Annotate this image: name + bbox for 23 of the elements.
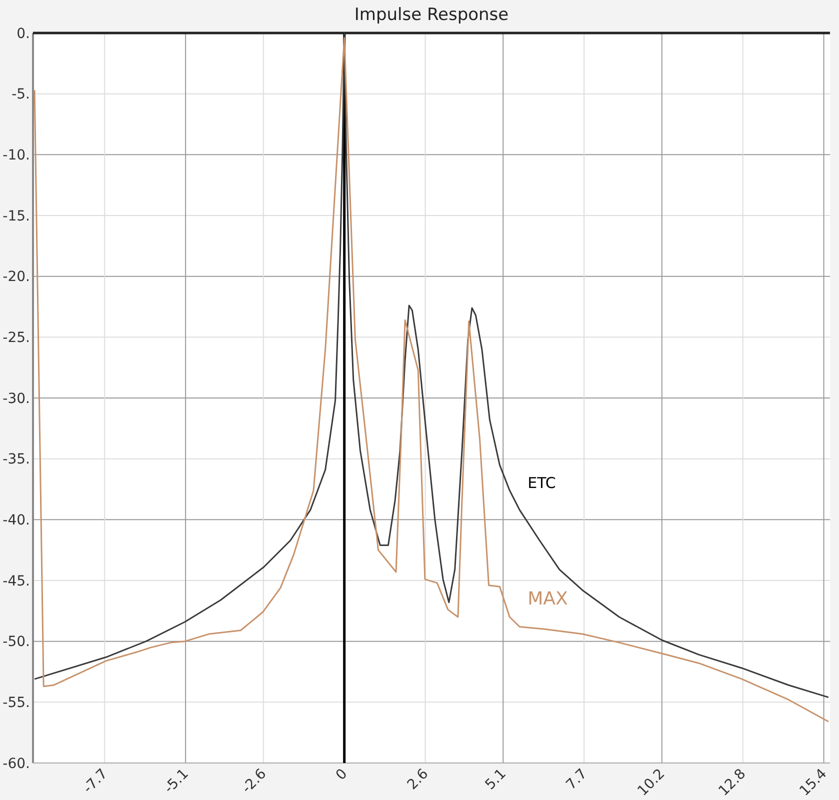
y-tick-label: -25. [2,330,30,346]
x-tick-label: -7.7 [80,766,111,797]
x-tick-label: 2.6 [404,766,432,794]
y-tick-label: 0. [16,26,30,42]
y-tick-label: -45. [2,573,30,590]
x-tick-label: 7.7 [563,766,590,794]
series-label: MAX [528,588,568,610]
y-tick-label: -30. [2,390,30,407]
y-tick-label: -15. [2,208,30,224]
y-tick-label: -60. [2,756,30,772]
x-tick-label: -5.1 [161,766,192,797]
y-tick-label: -50. [2,634,30,650]
y-tick-label: -55. [2,695,30,712]
series-label: ETC [528,474,556,492]
x-tick-label: 5.1 [482,766,510,794]
y-tick-label: -5. [12,86,30,103]
x-tick-label: -2.6 [239,766,270,797]
y-tick-label: -10. [2,148,30,164]
chart-title: Impulse Response [354,5,509,25]
x-tick-label: 0 [333,766,351,784]
y-tick-label: -40. [2,512,30,529]
y-tick-label: -35. [2,452,30,468]
y-tick-label: -20. [2,269,30,286]
